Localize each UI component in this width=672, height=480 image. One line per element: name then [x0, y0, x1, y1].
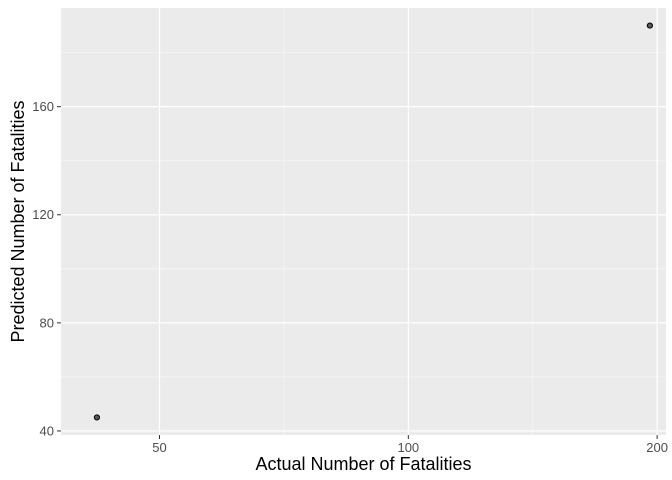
- x-tick-label: 100: [397, 440, 419, 455]
- data-point: [93, 414, 101, 421]
- x-axis-title: Actual Number of Fatalities: [255, 454, 471, 474]
- y-tick-label: 40: [40, 423, 54, 438]
- y-tick-label: 80: [40, 315, 54, 330]
- x-tick-label: 200: [646, 440, 668, 455]
- x-axis-ticks: 50 100 200: [152, 435, 668, 455]
- y-axis-title: Predicted Number of Fatalities: [8, 100, 28, 342]
- y-tick-label: 120: [32, 207, 54, 222]
- data-point: [646, 22, 653, 29]
- minor-gridlines: [61, 8, 666, 435]
- major-gridlines: [61, 8, 666, 435]
- y-axis-ticks: 40 80 120 160: [32, 99, 61, 438]
- data-points: [93, 22, 653, 421]
- plot-panel: [61, 8, 666, 435]
- x-tick-label: 50: [152, 440, 166, 455]
- y-tick-label: 160: [32, 99, 54, 114]
